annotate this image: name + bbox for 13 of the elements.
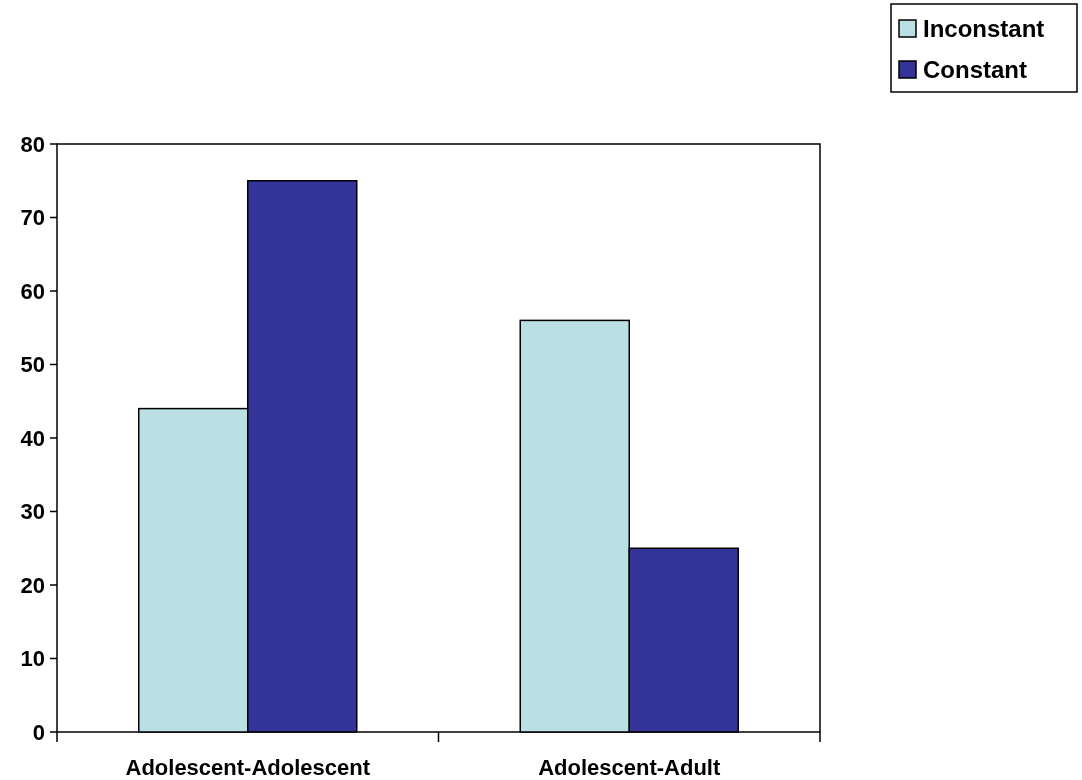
y-tick-label: 10 <box>20 646 45 672</box>
y-tick-label: 40 <box>20 425 45 451</box>
y-tick-label: 30 <box>20 499 45 525</box>
y-tick-label: 0 <box>32 719 45 745</box>
y-tick-label: 50 <box>20 352 45 378</box>
y-tick-label: 60 <box>20 278 45 304</box>
y-tick-label: 20 <box>20 572 45 598</box>
x-tick-label: Adolescent-Adult <box>538 755 721 780</box>
x-tick-label: Adolescent-Adolescent <box>125 755 371 780</box>
y-tick-label: 80 <box>20 131 45 157</box>
legend-label: Inconstant <box>923 15 1045 43</box>
y-tick-label: 70 <box>20 205 45 231</box>
legend-label: Constant <box>923 56 1027 84</box>
